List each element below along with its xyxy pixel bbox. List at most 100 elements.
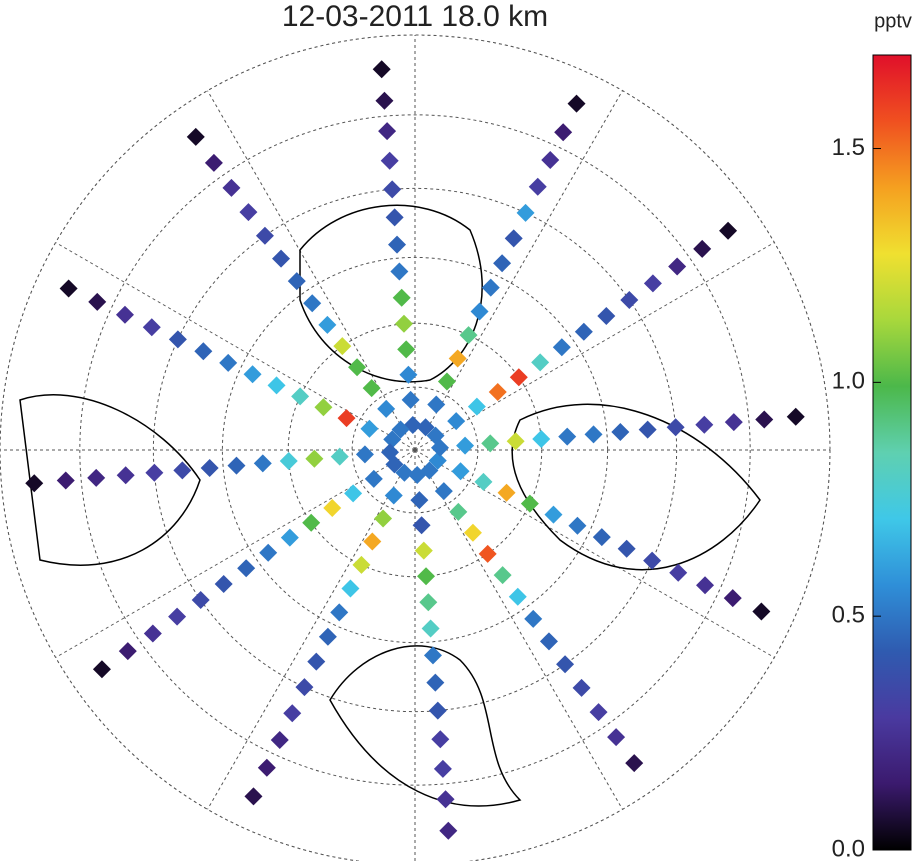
data-point [385, 455, 404, 474]
data-point [295, 678, 314, 697]
data-point [380, 151, 399, 170]
data-point [375, 91, 394, 110]
colorbar-tick-label: 0.0 [832, 835, 865, 861]
data-point [509, 368, 528, 387]
data-point [643, 274, 662, 293]
data-point [145, 463, 164, 482]
data-point [539, 632, 558, 651]
data-point [399, 365, 418, 384]
data-point [481, 278, 500, 297]
data-point [116, 466, 135, 485]
data-point [87, 468, 106, 487]
data-point [222, 178, 241, 197]
data-point [723, 589, 742, 608]
data-point [25, 474, 44, 493]
data-point [267, 376, 286, 395]
data-point [287, 272, 306, 291]
meridian [414, 242, 775, 451]
data-point [314, 398, 333, 417]
data-point [412, 516, 431, 535]
data-point [437, 372, 456, 391]
coastline [299, 204, 483, 383]
data-point [572, 678, 591, 697]
data-point [383, 430, 402, 449]
data-point [607, 728, 626, 747]
data-point [360, 419, 379, 438]
colorbar-scale [872, 54, 912, 851]
data-point [337, 409, 356, 428]
points [25, 60, 805, 840]
data-point [283, 704, 302, 723]
data-point [272, 249, 291, 268]
data-point [115, 305, 134, 324]
data-point [592, 528, 611, 547]
data-point [436, 790, 455, 809]
data-point [668, 257, 687, 276]
data-point [695, 415, 714, 434]
data-point [302, 513, 321, 532]
data-point [279, 452, 298, 471]
data-point [307, 652, 326, 671]
data-point [428, 701, 447, 720]
data-point [428, 451, 447, 470]
data-point [524, 609, 543, 628]
data-point [364, 469, 383, 488]
data-point [719, 221, 738, 240]
data-point [426, 426, 445, 445]
data-point [474, 472, 493, 491]
data-point [625, 754, 644, 773]
data-point [244, 787, 263, 806]
data-point [531, 353, 550, 372]
data-point [470, 302, 489, 321]
data-point [448, 349, 467, 368]
data-point [397, 340, 416, 359]
data-point [305, 449, 324, 468]
data-point [724, 413, 743, 432]
graticule [0, 35, 830, 861]
coastline [511, 403, 761, 571]
data-point [280, 528, 299, 547]
data-point [323, 498, 342, 517]
data-point [237, 559, 256, 578]
meridian [414, 449, 623, 810]
meridian [55, 242, 416, 451]
coastline [329, 645, 522, 807]
colorbar-tick-label: 0.5 [832, 602, 865, 629]
data-point [643, 551, 662, 570]
data-point [420, 461, 439, 480]
data-point [243, 365, 262, 384]
data-point [696, 576, 715, 595]
data-point [417, 567, 436, 586]
data-point [478, 544, 497, 563]
data-point [318, 315, 337, 334]
coastline [19, 394, 201, 566]
data-point [92, 660, 111, 679]
data-point [434, 482, 453, 501]
data-point [532, 429, 551, 448]
data-point [88, 292, 107, 311]
data-point [377, 399, 396, 418]
data-point [459, 326, 478, 345]
data-point [401, 390, 420, 409]
data-point [558, 427, 577, 446]
data-point [567, 94, 586, 113]
data-point [253, 454, 272, 473]
meridian [207, 449, 416, 810]
data-point [348, 358, 367, 377]
data-point [143, 624, 162, 643]
data-point [416, 418, 435, 437]
data-point [173, 461, 192, 480]
latitude-circle [79, 114, 751, 786]
map-title: 12-03-2011 18.0 km [282, 0, 548, 33]
meridian [414, 90, 623, 451]
data-point [449, 502, 468, 521]
data-point [431, 730, 450, 749]
data-point [552, 338, 571, 357]
meridian [207, 90, 416, 451]
meridian [55, 449, 416, 658]
data-point [497, 483, 516, 502]
data-point [414, 541, 433, 560]
data-point [239, 203, 258, 222]
data-point [666, 418, 685, 437]
data-point [200, 458, 219, 477]
